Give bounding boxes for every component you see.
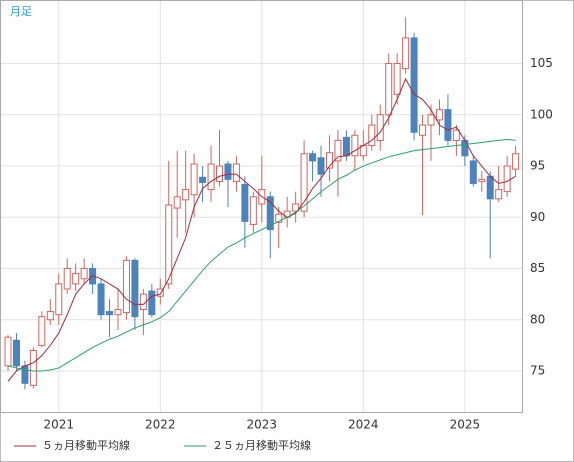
candle-body bbox=[495, 189, 503, 200]
candle-body bbox=[207, 163, 215, 191]
candle-body bbox=[351, 134, 359, 157]
candle-body bbox=[452, 129, 460, 141]
candle-body bbox=[334, 139, 342, 162]
candle-body bbox=[317, 157, 325, 175]
plot-border bbox=[0, 0, 523, 413]
candle-body bbox=[97, 283, 105, 316]
candle-body bbox=[478, 178, 486, 182]
candle-body bbox=[249, 196, 257, 225]
y-tick-label: 80 bbox=[530, 312, 545, 326]
candle-body bbox=[393, 63, 401, 95]
candle-body bbox=[427, 114, 435, 126]
candle-body bbox=[300, 153, 308, 212]
candle-body bbox=[410, 37, 418, 133]
candle-body bbox=[122, 259, 130, 314]
candle-body bbox=[503, 165, 511, 193]
candle-body bbox=[46, 311, 54, 321]
candle-body bbox=[275, 213, 283, 223]
plot-area bbox=[0, 0, 522, 412]
candle-body bbox=[29, 350, 37, 386]
candle-body bbox=[72, 273, 80, 285]
candle-body bbox=[106, 311, 114, 316]
ma-line bbox=[7, 77, 516, 382]
candle-body bbox=[469, 160, 477, 184]
x-tick-label: 2023 bbox=[247, 418, 278, 432]
legend-label: ５ヵ月移動平均線 bbox=[42, 438, 130, 452]
y-tick-label: 95 bbox=[530, 159, 545, 173]
candle-body bbox=[309, 153, 317, 162]
candle-body bbox=[232, 163, 240, 182]
candle-body bbox=[114, 309, 122, 316]
candle-body bbox=[292, 203, 300, 212]
candle-body bbox=[385, 63, 393, 116]
candle-body bbox=[435, 109, 443, 121]
candle-body bbox=[190, 163, 198, 196]
candle-body bbox=[38, 316, 46, 346]
candle-body bbox=[12, 339, 20, 367]
candle-body bbox=[342, 136, 350, 157]
candle-body bbox=[63, 268, 71, 290]
candle-body bbox=[224, 163, 232, 180]
candle-body bbox=[241, 183, 249, 222]
candle-body bbox=[444, 109, 452, 141]
candle-body bbox=[216, 165, 223, 182]
candle-body bbox=[325, 152, 333, 169]
x-tick-label: 2022 bbox=[145, 418, 176, 432]
y-tick-label: 105 bbox=[530, 56, 553, 70]
candle-body bbox=[4, 336, 12, 367]
ma-line bbox=[7, 138, 516, 372]
candle-body bbox=[80, 268, 88, 280]
candle-body bbox=[486, 175, 494, 200]
candle-body bbox=[461, 139, 469, 157]
y-tick-label: 100 bbox=[530, 107, 553, 121]
candle-body bbox=[173, 196, 181, 209]
candle-body bbox=[55, 283, 63, 316]
candle-body bbox=[156, 288, 164, 297]
y-tick-label: 85 bbox=[530, 261, 545, 275]
candle-body bbox=[376, 114, 384, 141]
x-tick-label: 2021 bbox=[43, 418, 74, 432]
candle-body bbox=[199, 176, 207, 183]
candle-body bbox=[512, 153, 520, 170]
y-tick-label: 75 bbox=[530, 364, 545, 378]
candle-body bbox=[21, 365, 29, 384]
x-tick-label: 2024 bbox=[348, 418, 379, 432]
legend-label: ２５ヵ月移動平均線 bbox=[212, 438, 311, 452]
x-tick-label: 2025 bbox=[450, 418, 481, 432]
candle-body bbox=[182, 189, 190, 201]
candle-body bbox=[402, 37, 410, 70]
candle-body bbox=[165, 204, 173, 285]
candle-body bbox=[419, 124, 427, 136]
candle-body bbox=[131, 259, 139, 318]
y-tick-label: 90 bbox=[530, 210, 545, 224]
candle-body bbox=[368, 124, 376, 147]
candle-body bbox=[266, 196, 274, 231]
candle-body bbox=[148, 290, 156, 316]
period-label: 月足 bbox=[10, 5, 32, 18]
